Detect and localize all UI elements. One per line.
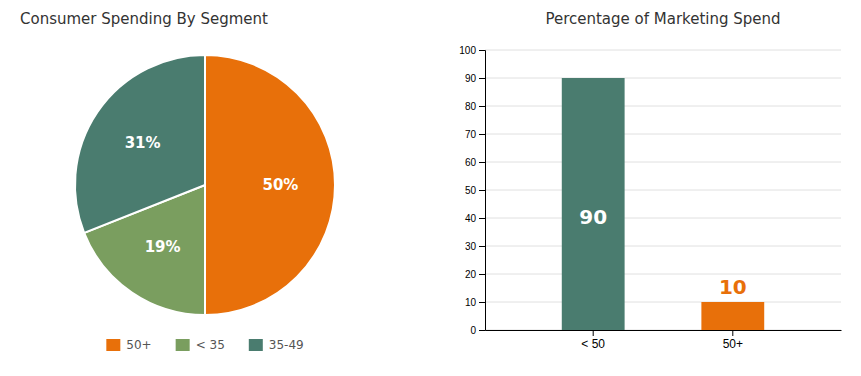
grid [485, 50, 841, 330]
tick-label: < 50 [581, 337, 605, 351]
tick: 20 [465, 269, 485, 280]
tick-label: 40 [465, 213, 477, 224]
grid-line [485, 218, 841, 219]
tick: 100 [459, 45, 485, 56]
tick-mark [479, 78, 485, 79]
tick: 60 [465, 157, 485, 168]
tick-label: 30 [465, 241, 477, 252]
tick: 10 [465, 297, 485, 308]
legend-swatch [106, 339, 120, 351]
data-label: 10 [719, 275, 747, 299]
pie-slices [75, 55, 335, 315]
tick-mark [479, 134, 485, 135]
grid-line [485, 162, 841, 163]
legend-item: < 35 [176, 338, 225, 352]
y-axis: 0 10 20 30 40 50 60 70 80 90 100 [459, 45, 485, 336]
tick-mark [479, 50, 485, 51]
tick: 0 [470, 325, 485, 336]
bar-chart: Percentage of Marketing Spend 0 10 20 30 40 50… [459, 10, 841, 351]
tick-label: 50 [465, 185, 477, 196]
data-label: 90 [579, 205, 607, 229]
bar [562, 78, 625, 330]
tick-label: 10 [465, 297, 477, 308]
tick-label: 100 [459, 45, 476, 56]
tick: 70 [465, 129, 485, 140]
x-axis: < 50 50+ [486, 330, 842, 351]
tick-label: 80 [465, 101, 477, 112]
grid-line [485, 78, 841, 79]
grid-line [485, 274, 841, 275]
legend: 50+ < 35 35-49 [106, 338, 303, 352]
tick: 80 [465, 101, 485, 112]
chart-title: Consumer Spending By Segment [20, 10, 268, 28]
tick-mark [479, 218, 485, 219]
tick-label: 60 [465, 157, 477, 168]
pie-chart: Consumer Spending By Segment 50% 19% 31% 50+… [20, 10, 335, 352]
legend-label: 35-49 [269, 338, 304, 352]
grid-line [485, 134, 841, 135]
tick-mark [479, 162, 485, 163]
tick-mark [479, 330, 485, 331]
tick-label: 50+ [723, 337, 743, 351]
grid-line [485, 302, 841, 303]
tick-label: 90 [465, 73, 477, 84]
legend-label: 50+ [126, 338, 151, 352]
tick: 50+ [723, 330, 743, 351]
tick: 30 [465, 241, 485, 252]
grid-line [485, 50, 841, 51]
tick-mark [479, 274, 485, 275]
pie-slice [205, 55, 335, 315]
tick-mark [479, 190, 485, 191]
axis-line [479, 51, 486, 331]
data-label: 50% [262, 176, 298, 194]
axis-line [486, 330, 842, 331]
tick-mark [479, 302, 485, 303]
pie-slice [75, 55, 205, 233]
grid-line [485, 190, 841, 191]
tick-mark [732, 330, 733, 336]
tick-mark [479, 246, 485, 247]
tick-mark [593, 330, 594, 336]
tick: < 50 [581, 330, 605, 351]
legend-label: < 35 [196, 338, 225, 352]
chart-title: Percentage of Marketing Spend [545, 10, 780, 28]
legend-swatch [249, 339, 263, 351]
legend-item: 50+ [106, 338, 151, 352]
chart-canvas: Consumer Spending By Segment 50% 19% 31% 50+… [0, 0, 861, 376]
tick: 50 [465, 185, 485, 196]
tick: 40 [465, 213, 485, 224]
bars [562, 78, 764, 330]
tick-mark [479, 106, 485, 107]
data-label: 19% [145, 238, 181, 256]
grid-line [485, 106, 841, 107]
data-labels: 90 10 [579, 205, 746, 299]
tick: 90 [465, 73, 485, 84]
legend-item: 35-49 [249, 338, 304, 352]
data-label: 31% [125, 134, 161, 152]
grid-line [485, 246, 841, 247]
tick-label: 20 [465, 269, 477, 280]
bar [701, 302, 764, 330]
legend-swatch [176, 339, 190, 351]
tick-label: 0 [470, 325, 476, 336]
data-labels: 50% 19% 31% [125, 134, 299, 257]
grid-line [485, 330, 841, 331]
tick-label: 70 [465, 129, 477, 140]
